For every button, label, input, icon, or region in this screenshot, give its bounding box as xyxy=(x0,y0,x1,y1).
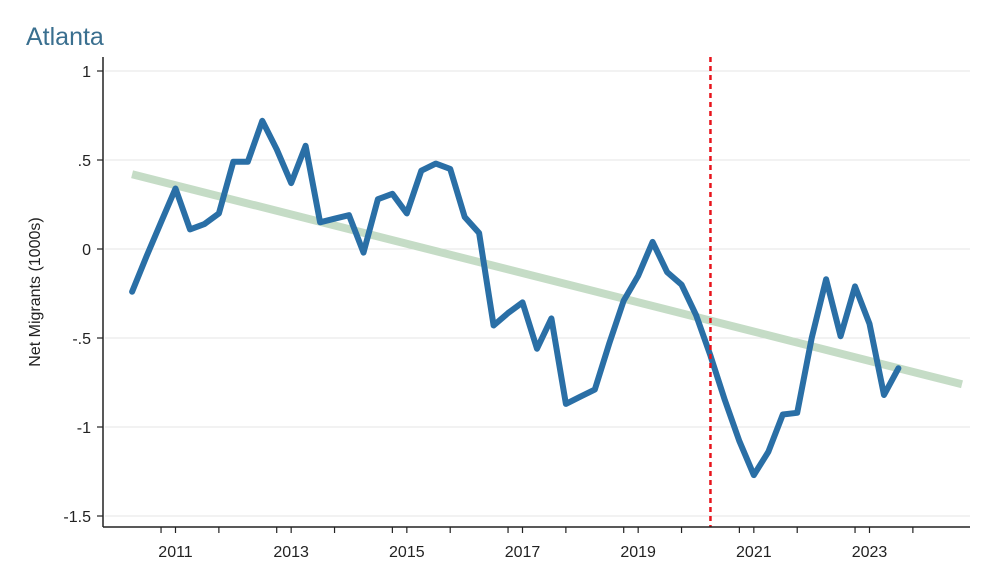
y-tick-label: -1.5 xyxy=(63,509,91,526)
y-tick-label: 0 xyxy=(82,242,91,259)
axes xyxy=(102,57,970,528)
x-tick-label: 2013 xyxy=(273,544,309,561)
x-tick-label: 2015 xyxy=(389,544,425,561)
x-tick-label: 2021 xyxy=(736,544,772,561)
y-tick-label: 1 xyxy=(82,64,91,81)
gridlines xyxy=(105,70,970,517)
x-tick-label: 2011 xyxy=(158,544,193,561)
data-line-layer xyxy=(129,117,902,479)
x-tick-label: 2019 xyxy=(620,544,656,561)
chart-title: Atlanta xyxy=(26,23,104,51)
trend-line-layer xyxy=(131,170,963,389)
net-migrants-line xyxy=(129,117,902,479)
y-tick-label: .5 xyxy=(78,153,91,170)
x-tick-label: 2017 xyxy=(505,544,541,561)
trend-line xyxy=(131,170,963,389)
y-ticks: 1 .5 0 -.5 -1 -1.5 xyxy=(63,64,103,526)
x-ticks: 2011 2013 2015 2017 2019 2021 2023 xyxy=(158,527,914,561)
y-axis-label: Net Migrants (1000s) xyxy=(27,217,44,366)
x-tick-label: 2023 xyxy=(852,544,888,561)
y-tick-label: -1 xyxy=(77,420,91,437)
y-tick-label: -.5 xyxy=(72,331,91,348)
